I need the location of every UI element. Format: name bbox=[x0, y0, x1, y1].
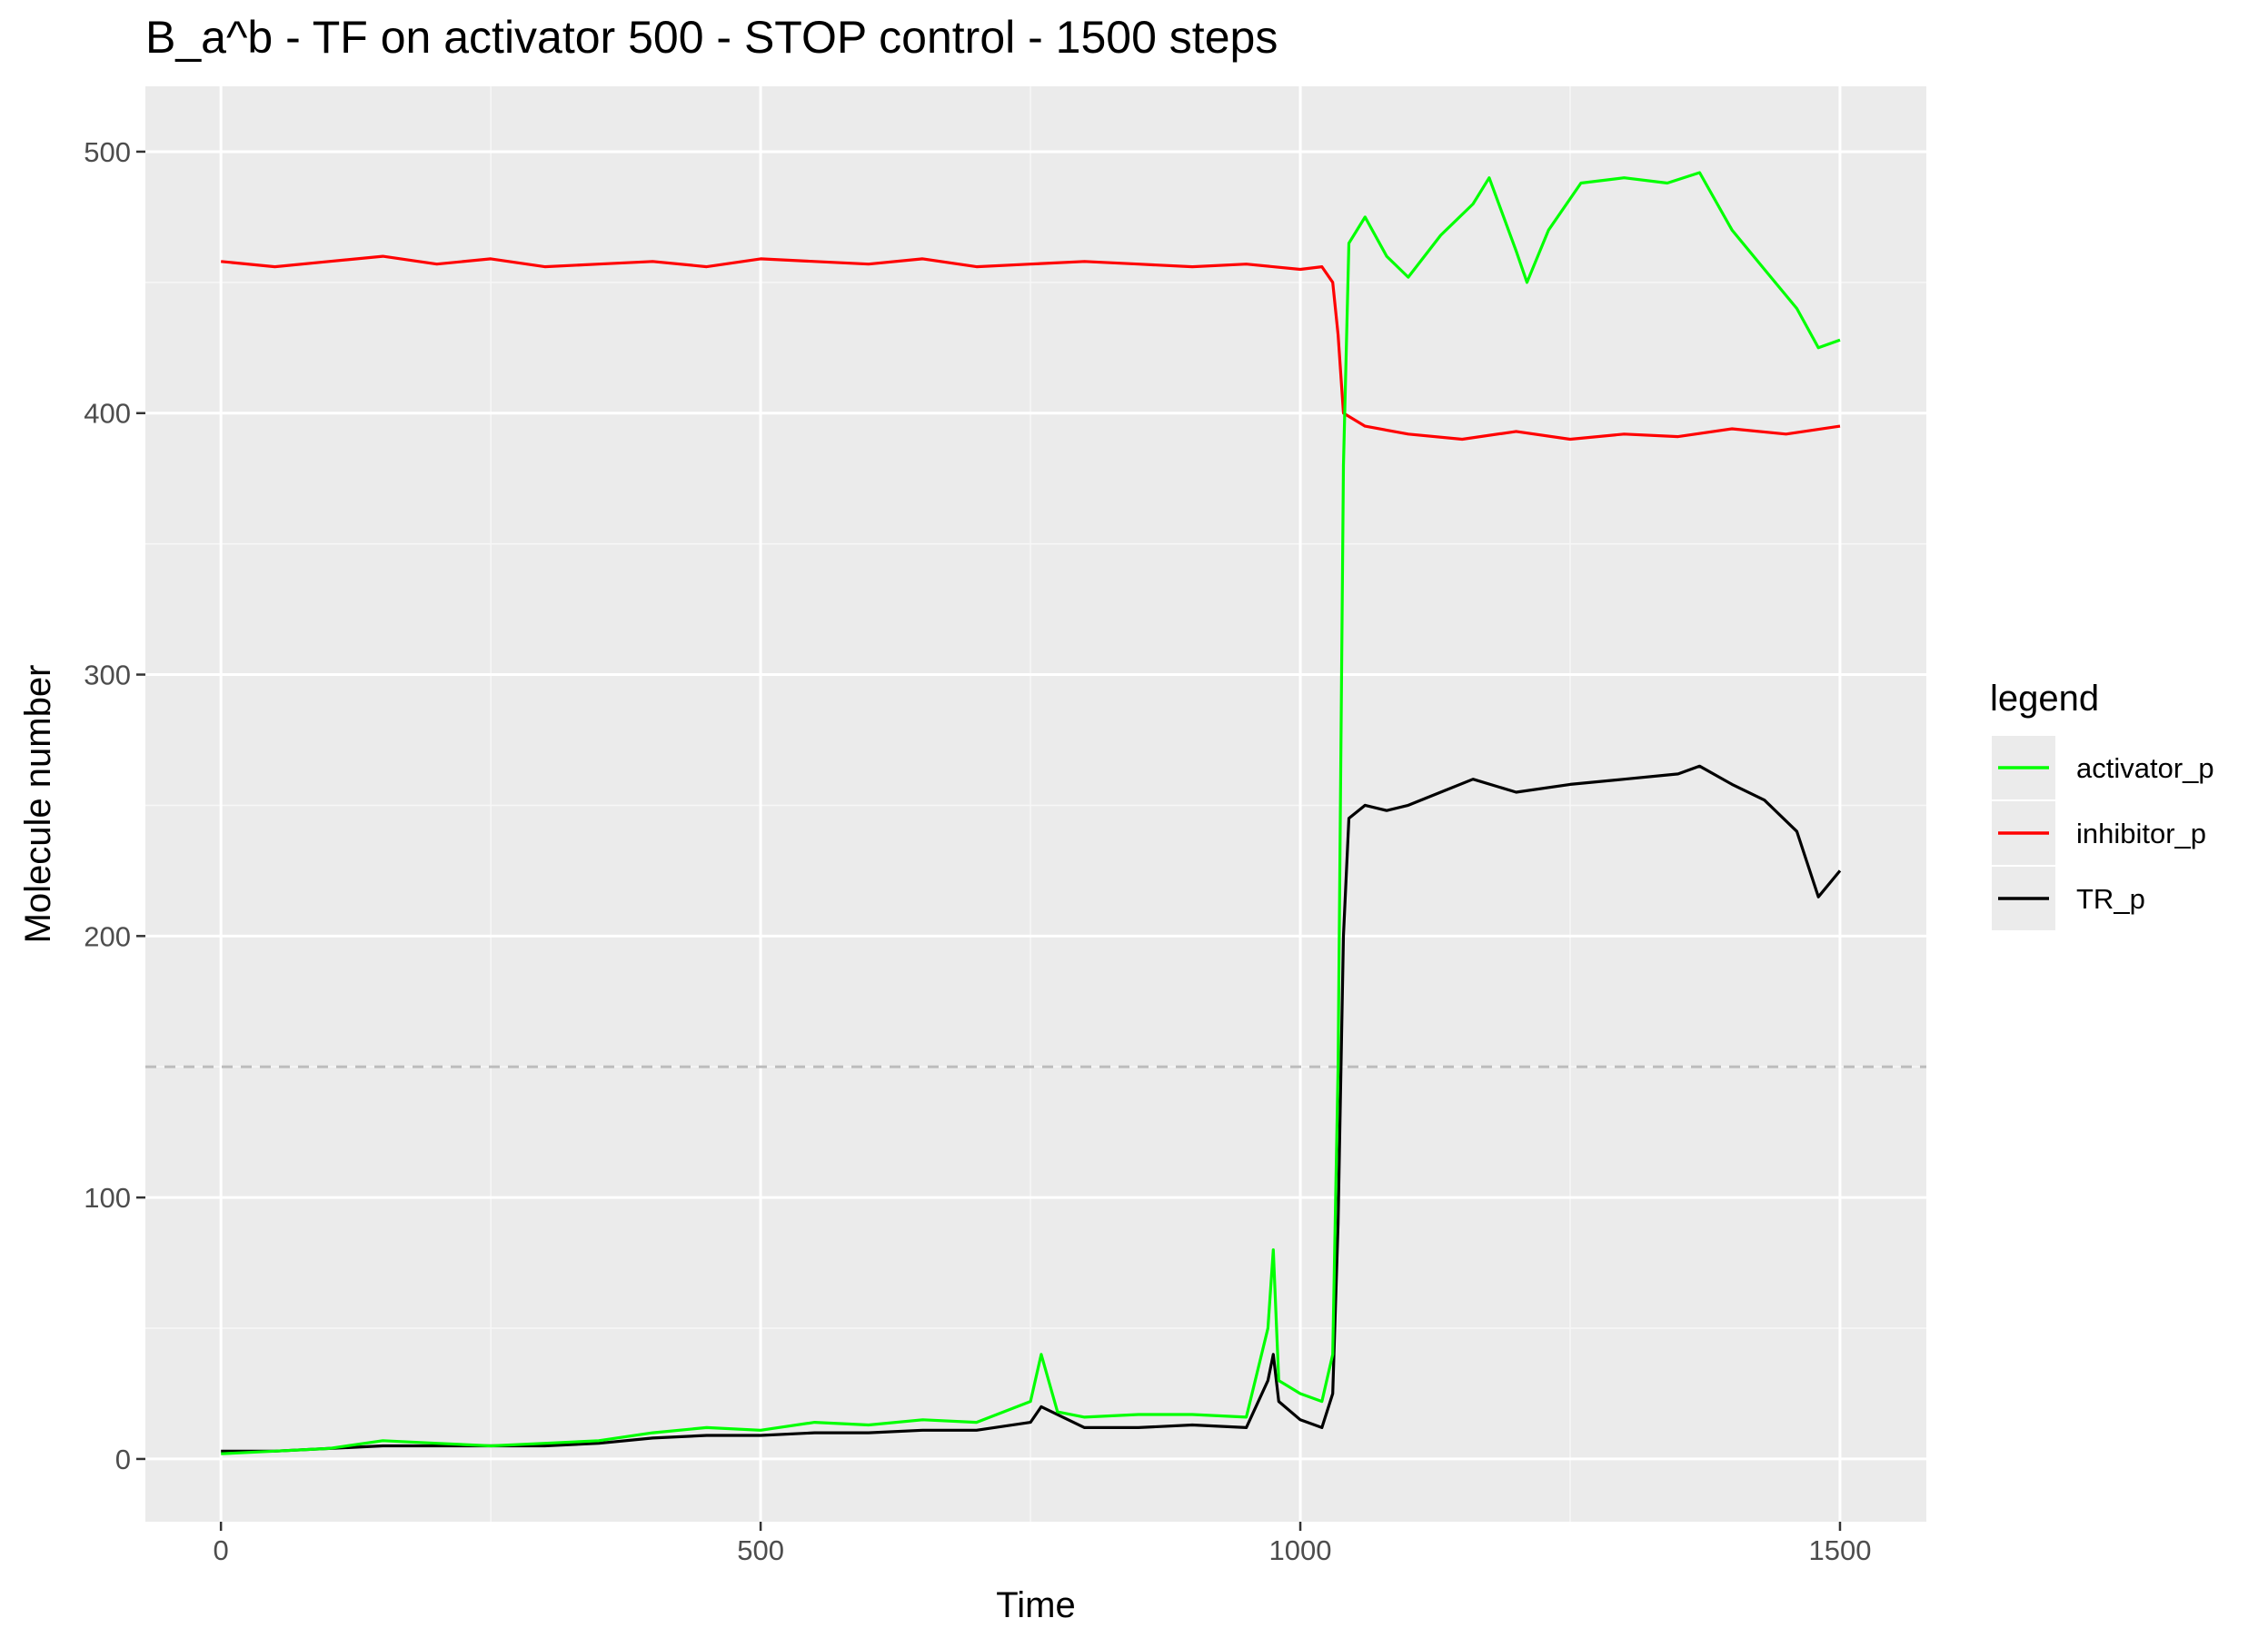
x-tick-label: 500 bbox=[737, 1534, 784, 1566]
y-tick-label: 300 bbox=[84, 660, 131, 691]
legend-label-TR-p: TR_p bbox=[2076, 883, 2145, 915]
y-tick-label: 500 bbox=[84, 136, 131, 168]
y-axis-ticks: 0 100 200 300 400 500 bbox=[84, 136, 145, 1475]
y-tick-label: 400 bbox=[84, 398, 131, 430]
y-axis-title: Molecule number bbox=[18, 665, 58, 944]
legend-label-inhibitor-p: inhibitor_p bbox=[2076, 818, 2206, 849]
series-line-activator-p bbox=[221, 171, 1841, 1455]
x-tick-label: 0 bbox=[214, 1534, 229, 1566]
plot-panel bbox=[145, 86, 1926, 1522]
major-gridlines bbox=[145, 86, 1926, 1522]
x-tick-label: 1500 bbox=[1808, 1534, 1871, 1566]
legend-label-activator-p: activator_p bbox=[2076, 752, 2214, 784]
x-tick-label: 1000 bbox=[1269, 1534, 1332, 1566]
series-line-inhibitor-p bbox=[221, 254, 1841, 442]
series-lines bbox=[221, 171, 1842, 1455]
chart-title: B_a^b - TF on activator 500 - STOP contr… bbox=[145, 12, 1278, 63]
legend: legend activator_p inhibitor_p TR_p bbox=[1990, 679, 2214, 930]
y-tick-label: 200 bbox=[84, 920, 131, 952]
x-axis-ticks: 0 500 1000 1500 bbox=[214, 1522, 1871, 1566]
x-axis-title: Time bbox=[996, 1585, 1075, 1625]
y-tick-label: 100 bbox=[84, 1182, 131, 1214]
series-line-TR-p bbox=[221, 764, 1842, 1453]
legend-title: legend bbox=[1990, 679, 2099, 719]
y-tick-label: 0 bbox=[115, 1444, 131, 1475]
